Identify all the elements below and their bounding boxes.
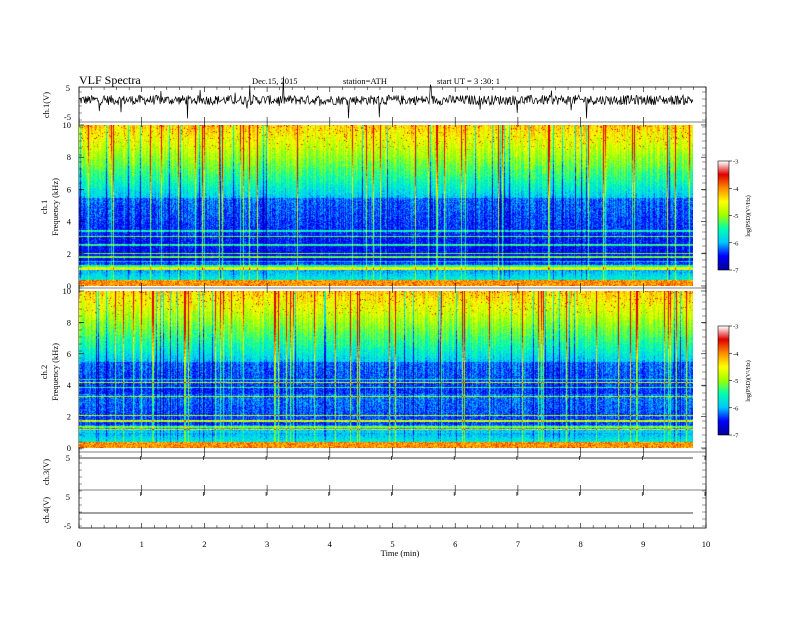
frequency-tick-label: 10 <box>63 286 72 296</box>
ch1-ylabel: ch.1(V) <box>41 92 51 118</box>
x-tick-label: 6 <box>453 539 457 549</box>
ch1-colorbar-label: log(PSD)(V²/Hz) <box>745 195 752 236</box>
ch2-colorbar: -3 -4 -5 -6 -7 log(PSD)(V²/Hz) <box>717 324 752 440</box>
ch1-ylabel-channel: ch.1 <box>39 200 49 214</box>
ch1-spectrogram-heatmap <box>79 125 693 286</box>
ch2-colorbar-gradient <box>718 326 729 435</box>
x-tick-label: 10 <box>702 539 711 549</box>
frequency-tick-label: 0 <box>67 443 71 453</box>
ch2-ylabel-channel: ch.2 <box>39 365 49 379</box>
ch1-colorbar-gradient <box>718 161 729 270</box>
colorbar-tick-label: -5 <box>733 378 738 385</box>
colorbar-tick-label: -6 <box>733 405 739 412</box>
ch4-ytick-label: 5 <box>66 492 70 502</box>
x-tick-label: 8 <box>578 539 582 549</box>
ch2-colorbar-label: log(PSD)(V²/Hz) <box>745 360 752 401</box>
frequency-tick-label: 4 <box>67 217 72 227</box>
colorbar-tick-label: -4 <box>733 186 739 193</box>
colorbar-tick-label: -6 <box>733 240 739 247</box>
ch3-waveform-panel: 5 ch.3(V) <box>41 453 693 485</box>
x-tick-label: 3 <box>265 539 269 549</box>
ch4-ylabel: ch.4(V) <box>41 497 51 523</box>
x-tick-label: 1 <box>140 539 144 549</box>
ch1-ytick-label: 5 <box>66 83 70 93</box>
ch1-waveform-panel: 5 -5 ch.1(V) <box>41 76 694 122</box>
x-tick-label: 9 <box>641 539 645 549</box>
x-axis-label: Time (min) <box>381 548 420 558</box>
ch1-colorbar: -3 -4 -5 -6 -7 log(PSD)(V²/Hz) <box>717 159 752 275</box>
x-tick-label: 7 <box>516 539 520 549</box>
frequency-tick-label: 6 <box>67 184 71 194</box>
ch1-waveform-line <box>78 76 694 119</box>
colorbar-tick-label: -5 <box>733 213 738 220</box>
colorbar-tick-label: -3 <box>733 159 738 166</box>
frequency-tick-label: 6 <box>67 349 71 359</box>
ch1-ytick-label: -5 <box>64 112 71 122</box>
station-label: station=ATH <box>343 76 387 86</box>
frequency-tick-label: 10 <box>63 120 72 130</box>
colorbar-tick-label: -7 <box>733 433 739 440</box>
frequency-tick-label: 2 <box>67 249 71 259</box>
colorbar-tick-label: -4 <box>733 351 739 358</box>
x-tick-marks <box>78 87 707 528</box>
start-time-label: start UT = 3 :30: 1 <box>437 76 500 86</box>
colorbar-tick-label: -3 <box>733 324 738 331</box>
date-label: Dec.15, 2015 <box>252 76 298 86</box>
frequency-tick-label: 8 <box>67 317 71 327</box>
ch1-spectrogram-panel: 0 2 4 6 8 10 ch.1 Frequency (kHz) <box>39 120 706 291</box>
ch2-spectrogram-heatmap <box>79 291 693 448</box>
x-tick-label: 2 <box>202 539 206 549</box>
ch3-ytick-label: 5 <box>66 453 70 463</box>
x-tick-label: 4 <box>328 539 333 549</box>
frequency-tick-label: 2 <box>67 412 71 422</box>
figure-title: VLF Spectra <box>79 73 141 87</box>
ch2-ylabel-frequency: Frequency (kHz) <box>50 343 60 401</box>
ch4-ytick-label: -5 <box>64 521 71 531</box>
ch1-ylabel-frequency: Frequency (kHz) <box>50 178 60 236</box>
x-tick-label: 5 <box>390 539 394 549</box>
frequency-tick-label: 4 <box>67 380 72 390</box>
frequency-tick-label: 0 <box>67 281 71 291</box>
ch2-spectrogram-panel: 0 2 4 6 8 10 ch.2 Frequency (kHz) <box>39 286 706 453</box>
ch4-waveform-panel: 5 -5 ch.4(V) <box>41 492 693 531</box>
x-tick-label: 0 <box>77 539 81 549</box>
colorbar-tick-label: -7 <box>733 268 739 275</box>
frequency-tick-label: 8 <box>67 152 71 162</box>
ch3-ylabel: ch.3(V) <box>41 459 51 485</box>
